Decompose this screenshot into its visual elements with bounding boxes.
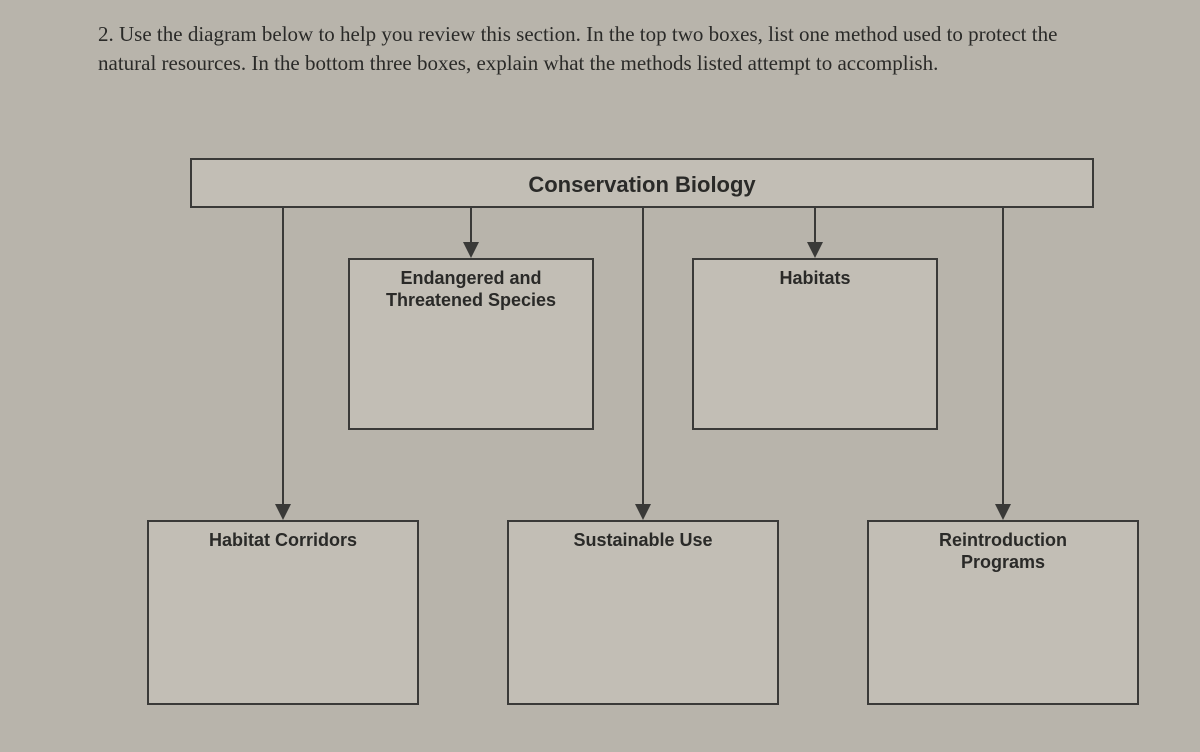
bottom-box-reintroduction: Reintroduction Programs <box>867 520 1139 705</box>
concept-diagram: Conservation Biology Endangered and Thre… <box>0 0 1200 752</box>
mid-box-habitats: Habitats <box>692 258 938 430</box>
bottom-label-2: Sustainable Use <box>509 530 777 552</box>
bottom-label-1: Habitat Corridors <box>149 530 417 552</box>
bottom-box-sustainable: Sustainable Use <box>507 520 779 705</box>
root-label: Conservation Biology <box>192 172 1092 198</box>
mid-box-endangered: Endangered and Threatened Species <box>348 258 594 430</box>
bottom-label-3: Reintroduction Programs <box>869 530 1137 573</box>
mid-label-2: Habitats <box>694 268 936 290</box>
root-box: Conservation Biology <box>190 158 1094 208</box>
mid-label-1: Endangered and Threatened Species <box>350 268 592 311</box>
bottom-box-corridors: Habitat Corridors <box>147 520 419 705</box>
